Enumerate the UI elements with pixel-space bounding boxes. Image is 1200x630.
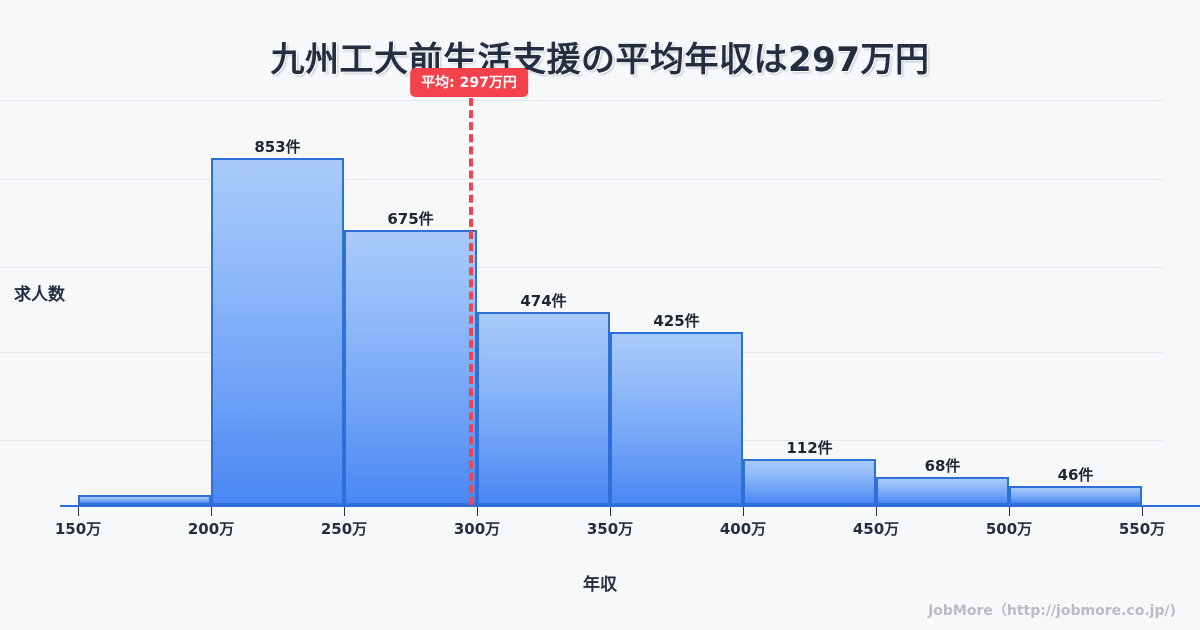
bar xyxy=(477,312,610,505)
bar-value-label: 112件 xyxy=(786,439,833,458)
x-axis-tick xyxy=(1142,505,1143,516)
x-axis-tick-label: 450万 xyxy=(852,520,900,538)
x-axis-tick-label: 400万 xyxy=(719,520,767,538)
x-axis-tick-label: 300万 xyxy=(453,520,501,538)
average-line xyxy=(469,98,474,505)
x-axis-tick xyxy=(1009,505,1010,516)
bar xyxy=(78,494,211,505)
x-axis-tick-label: 350万 xyxy=(586,520,634,538)
bar-value-label: 68件 xyxy=(924,457,961,476)
x-axis-tick-label: 200万 xyxy=(187,520,235,538)
bar xyxy=(876,477,1009,505)
gridline xyxy=(0,100,1164,101)
x-axis-tick xyxy=(211,505,212,516)
bar-value-label: 675件 xyxy=(387,210,434,229)
x-axis-tick-label: 250万 xyxy=(320,520,368,538)
x-axis-tick xyxy=(610,505,611,516)
bar-value-label: 46件 xyxy=(1057,466,1094,485)
bar-value-label: 853件 xyxy=(254,137,301,156)
bar xyxy=(344,230,477,505)
average-badge: 平均: 297万円 xyxy=(410,68,528,97)
page-title: 九州工大前生活支援の平均年収は297万円 xyxy=(270,40,930,80)
x-axis-tick xyxy=(344,505,345,516)
gridline xyxy=(0,179,1164,181)
x-axis-tick xyxy=(78,505,79,516)
x-axis-tick xyxy=(743,505,744,516)
x-axis-tick xyxy=(477,505,478,516)
x-axis-tick xyxy=(876,505,877,516)
y-axis-label: 求人数 xyxy=(14,285,65,305)
bar xyxy=(211,157,344,505)
bar-value-label: 425件 xyxy=(653,312,700,330)
bar-value-label: 474件 xyxy=(520,292,567,311)
watermark: JobMore（http://jobmore.co.jp/) xyxy=(928,603,1176,619)
x-axis-tick-label: 500万 xyxy=(985,520,1033,538)
bar xyxy=(743,459,876,505)
x-axis-label: 年収 xyxy=(583,575,617,595)
plot-area: 853件 675件 474件 425件 112件 68件 46件 150万 200万 250万 3… xyxy=(0,68,1200,538)
bar xyxy=(1009,486,1142,505)
axis-baseline xyxy=(60,505,1200,507)
x-axis-tick-label: 550万 xyxy=(1118,520,1166,538)
x-axis-tick-label: 150万 xyxy=(54,520,102,538)
bar xyxy=(610,332,743,505)
gridline xyxy=(0,266,1164,268)
